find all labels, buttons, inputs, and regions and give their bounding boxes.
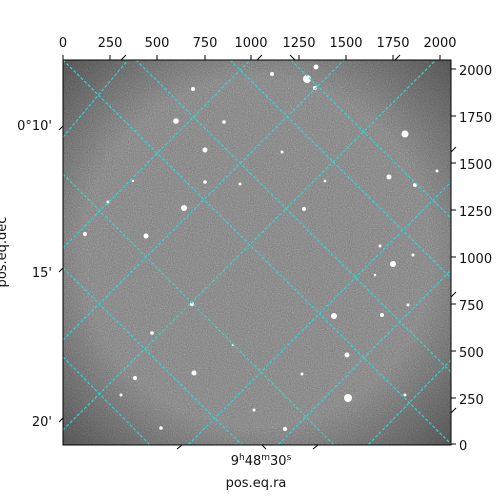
star bbox=[403, 393, 407, 397]
star bbox=[302, 207, 306, 211]
star bbox=[131, 179, 135, 183]
top-tick-label: 500 bbox=[145, 36, 170, 51]
star bbox=[283, 427, 287, 431]
grid-line bbox=[63, 267, 243, 445]
star bbox=[435, 169, 439, 173]
right-tick-label: 1000 bbox=[459, 252, 492, 267]
right-tick-label: 2000 bbox=[459, 64, 492, 79]
tick-mark bbox=[58, 125, 64, 131]
star bbox=[181, 205, 187, 211]
star bbox=[159, 426, 163, 430]
right-tick-label: 1750 bbox=[459, 111, 492, 126]
star bbox=[411, 253, 415, 257]
star bbox=[300, 372, 304, 376]
tick-mark bbox=[312, 444, 319, 450]
star bbox=[380, 313, 384, 317]
tick-mark bbox=[58, 417, 64, 423]
right-tick-label: 500 bbox=[459, 346, 484, 361]
tick-mark bbox=[450, 291, 457, 298]
top-tick-label: 1750 bbox=[376, 36, 409, 51]
tick-mark bbox=[289, 54, 296, 61]
star bbox=[344, 394, 352, 402]
star bbox=[191, 87, 195, 91]
sky-image bbox=[63, 60, 451, 445]
left-axis-labels: 0°10' 15' 20' bbox=[17, 119, 52, 430]
grid-line bbox=[277, 269, 451, 445]
coordinate-grid bbox=[63, 60, 451, 445]
tick-mark bbox=[176, 444, 183, 450]
star bbox=[202, 147, 208, 153]
star bbox=[173, 118, 179, 124]
grid-line bbox=[135, 60, 451, 373]
grid-line bbox=[63, 60, 251, 249]
star bbox=[238, 182, 242, 186]
star bbox=[203, 180, 207, 184]
star bbox=[83, 232, 87, 236]
star bbox=[313, 86, 317, 90]
tick-mark bbox=[261, 444, 267, 450]
star bbox=[373, 273, 377, 277]
top-tick-label: 1250 bbox=[282, 36, 315, 51]
tick-mark bbox=[58, 267, 64, 273]
star bbox=[191, 370, 197, 376]
grid-line bbox=[63, 60, 451, 445]
star bbox=[378, 244, 382, 248]
star bbox=[222, 120, 226, 124]
top-tick-label: 250 bbox=[98, 36, 123, 51]
star bbox=[401, 130, 409, 138]
grid-line bbox=[63, 356, 151, 445]
grid-line bbox=[290, 60, 451, 219]
star bbox=[252, 408, 256, 412]
top-tick-label: 0 bbox=[59, 36, 67, 51]
star bbox=[270, 72, 274, 76]
right-tick-label: 1250 bbox=[459, 205, 492, 220]
right-axis-labels: 2000 1750 1500 1250 1000 750 500 250 0 bbox=[459, 64, 492, 454]
star bbox=[406, 303, 410, 307]
tick-mark bbox=[256, 54, 263, 61]
star bbox=[331, 313, 337, 319]
top-axis-labels: 0 250 500 750 1000 1250 1500 1750 2000 bbox=[59, 36, 457, 51]
star bbox=[280, 150, 284, 154]
right-tick-label: 250 bbox=[459, 393, 484, 408]
bottom-tick-label: 9h48m30s bbox=[231, 453, 292, 469]
right-tick-label: 1500 bbox=[459, 158, 492, 173]
top-tick-label: 1000 bbox=[234, 36, 267, 51]
star-field bbox=[83, 64, 439, 431]
right-tick-label: 0 bbox=[459, 439, 467, 454]
grid-line bbox=[63, 60, 345, 341]
star bbox=[323, 179, 327, 183]
grid-line bbox=[229, 60, 451, 279]
top-tick-label: 1500 bbox=[329, 36, 362, 51]
star bbox=[313, 64, 319, 70]
top-tick-label: 750 bbox=[193, 36, 218, 51]
star bbox=[344, 352, 350, 358]
right-tick-label: 750 bbox=[459, 299, 484, 314]
grid-line bbox=[63, 60, 437, 431]
star bbox=[143, 233, 149, 239]
grid-line bbox=[367, 359, 451, 445]
grid-line bbox=[63, 173, 335, 445]
star bbox=[133, 376, 137, 380]
star bbox=[303, 75, 311, 83]
axis-ticks bbox=[58, 54, 457, 450]
star bbox=[119, 393, 123, 397]
tick-mark bbox=[450, 407, 457, 414]
grid-line bbox=[187, 181, 451, 445]
left-tick-label: 20' bbox=[32, 415, 52, 430]
tick-mark bbox=[394, 54, 401, 61]
star bbox=[150, 331, 154, 335]
y-axis-label: pos.eq.dec bbox=[0, 217, 10, 288]
x-axis-label: pos.eq.ra bbox=[226, 476, 287, 491]
star bbox=[386, 174, 392, 180]
left-tick-label: 15' bbox=[32, 266, 52, 281]
star bbox=[390, 261, 396, 267]
tick-mark bbox=[120, 54, 127, 61]
tick-mark bbox=[450, 146, 457, 153]
left-tick-label: 0°10' bbox=[17, 119, 52, 134]
grid-line bbox=[63, 60, 129, 138]
top-tick-label: 2000 bbox=[423, 36, 456, 51]
